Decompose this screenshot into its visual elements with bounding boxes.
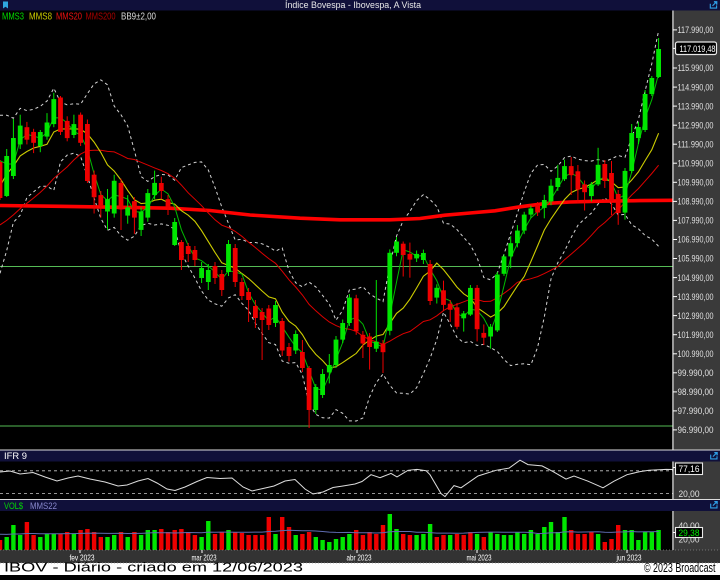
svg-text:MMS3: MMS3: [2, 11, 24, 23]
svg-text:107.990,00: 107.990,00: [678, 216, 714, 226]
svg-text:105.990,00: 105.990,00: [678, 254, 714, 264]
svg-text:97.990,00: 97.990,00: [678, 406, 714, 416]
svg-text:20,00: 20,00: [679, 489, 700, 499]
svg-text:IFR 9: IFR 9: [4, 451, 27, 462]
svg-text:102.990,00: 102.990,00: [678, 311, 714, 321]
svg-text:MMS22: MMS22: [30, 501, 57, 512]
svg-text:mar 2023: mar 2023: [192, 553, 217, 563]
svg-text:117.019,48: 117.019,48: [680, 44, 716, 54]
svg-text:100.990,00: 100.990,00: [678, 349, 714, 359]
svg-text:BB9±2,00: BB9±2,00: [121, 11, 156, 23]
svg-text:abr 2023: abr 2023: [347, 553, 372, 563]
svg-text:mai 2023: mai 2023: [467, 553, 492, 563]
svg-text:MMS200: MMS200: [86, 11, 116, 23]
svg-text:MMS8: MMS8: [29, 11, 52, 23]
svg-text:104.990,00: 104.990,00: [678, 273, 714, 283]
svg-text:99.990,00: 99.990,00: [678, 368, 714, 378]
svg-text:MMS20: MMS20: [56, 11, 82, 23]
svg-text:29,38: 29,38: [679, 528, 700, 538]
svg-text:jun 2023: jun 2023: [616, 553, 642, 563]
svg-text:103.990,00: 103.990,00: [678, 292, 714, 302]
svg-text:111.990,00: 111.990,00: [678, 139, 714, 149]
svg-text:VOL$: VOL$: [4, 501, 24, 512]
svg-text:108.990,00: 108.990,00: [678, 197, 714, 207]
svg-text:96.990,00: 96.990,00: [678, 425, 714, 435]
svg-text:113.990,00: 113.990,00: [678, 101, 714, 111]
svg-text:112.990,00: 112.990,00: [678, 120, 714, 130]
svg-text:115.990,00: 115.990,00: [678, 63, 714, 73]
svg-text:20,00: 20,00: [679, 535, 700, 545]
svg-text:fev 2023: fev 2023: [70, 553, 95, 563]
svg-text:114.990,00: 114.990,00: [678, 82, 714, 92]
svg-text:IBOV - Diário - criado em 12/0: IBOV - Diário - criado em 12/06/2023: [4, 561, 303, 575]
svg-text:106.990,00: 106.990,00: [678, 235, 714, 245]
svg-text:40,00: 40,00: [679, 521, 700, 531]
svg-text:© 2023 Broadcast: © 2023 Broadcast: [644, 561, 716, 575]
svg-text:77,16: 77,16: [679, 464, 700, 474]
svg-text:98.990,00: 98.990,00: [678, 387, 714, 397]
svg-text:110.990,00: 110.990,00: [678, 158, 714, 168]
svg-text:109.990,00: 109.990,00: [678, 178, 714, 188]
svg-text:101.990,00: 101.990,00: [678, 330, 714, 340]
svg-text:117.990,00: 117.990,00: [678, 25, 714, 35]
svg-text:Índice Bovespa - Ibovespa, A V: Índice Bovespa - Ibovespa, A Vista: [285, 0, 421, 10]
